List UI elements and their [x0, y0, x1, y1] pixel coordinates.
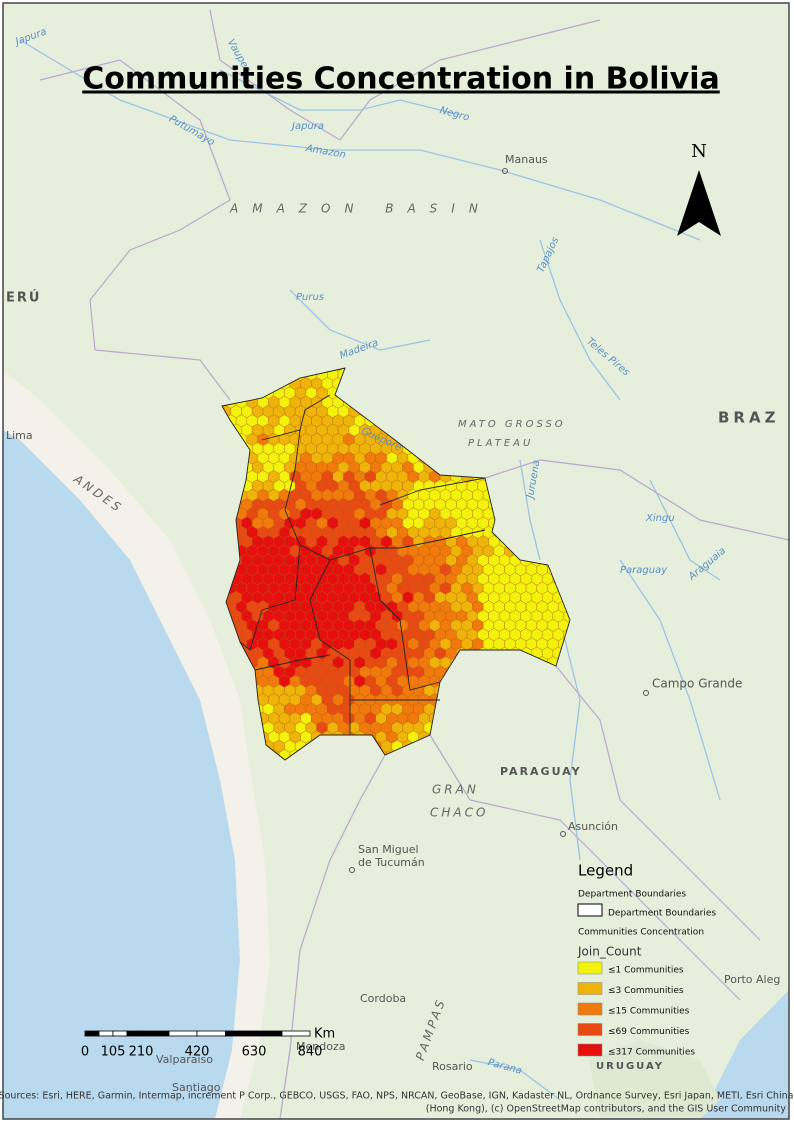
north-label: N	[691, 141, 707, 162]
legend-item: ≤1 Communities	[608, 966, 684, 976]
attribution: Sources: Esri, HERE, Garmin, Intermap, i…	[0, 1091, 793, 1102]
country-label: BRAZ	[718, 409, 779, 427]
region-label: CHACO	[430, 806, 488, 820]
attribution: (Hong Kong), (c) OpenStreetMap contribut…	[426, 1104, 787, 1115]
city-dot	[560, 831, 566, 837]
river-label: Paraguay	[620, 565, 668, 576]
scale-segment	[253, 1030, 283, 1037]
region-label: PLATEAU	[468, 438, 533, 449]
city-label: de Tucumán	[358, 856, 425, 869]
legend-field: Join_Count	[577, 945, 642, 959]
city-dot	[643, 690, 649, 696]
legend-item: ≤15 Communities	[608, 1007, 690, 1017]
scale-label: 210	[129, 1045, 154, 1060]
scale-segment	[281, 1030, 311, 1037]
scale-segment	[112, 1030, 128, 1037]
city-label: Mendoza	[296, 1040, 345, 1053]
legend-item: ≤3 Communities	[608, 986, 684, 996]
city-label: Asunción	[568, 820, 618, 833]
legend-title: Legend	[578, 862, 633, 880]
region-label: MATO GROSSO	[458, 419, 566, 430]
legend-swatch	[577, 903, 603, 917]
city-label: Manaus	[505, 153, 548, 166]
scale-unit: Km	[314, 1027, 335, 1042]
city-label: Cordoba	[360, 992, 406, 1005]
city-label: San Miguel	[358, 843, 419, 856]
legend-swatch	[577, 1002, 603, 1016]
city-label: Santiago	[172, 1081, 221, 1094]
region-label: GRAN	[432, 783, 479, 797]
department-boundaries	[221, 367, 571, 761]
river-label: Xingu	[645, 513, 675, 524]
scale-segment	[168, 1030, 198, 1037]
north-arrow: N	[677, 141, 721, 236]
country-label: PARAGUAY	[500, 765, 582, 778]
legend-layer: Communities Concentration	[578, 928, 704, 938]
legend-swatch	[577, 982, 603, 995]
scale-label: 105	[101, 1045, 126, 1060]
city-label: Porto Aleg	[724, 973, 780, 986]
scale-label: 420	[185, 1045, 210, 1060]
river-label: Purus	[296, 292, 324, 303]
city-label: Lima	[6, 429, 33, 442]
scale-segment	[126, 1030, 142, 1037]
map-title: Communities Concentration in Bolivia	[82, 62, 720, 97]
scale-label: 0	[81, 1045, 89, 1060]
legend-item: Department Boundaries	[608, 909, 716, 919]
scale-bar: Km 0 105 210 420 630 840	[81, 1027, 335, 1060]
legend-swatch	[577, 1023, 603, 1036]
country-label: ERÚ	[6, 290, 41, 306]
legend-swatch	[577, 1043, 603, 1057]
legend-item: ≤69 Communities	[608, 1027, 690, 1037]
legend-item: ≤317 Communities	[608, 1048, 695, 1058]
city-dot	[502, 168, 508, 174]
legend-swatch	[577, 961, 603, 975]
region-label: AMAZON BASIN	[229, 202, 492, 216]
scale-segment	[140, 1030, 170, 1037]
scale-segment	[225, 1030, 255, 1037]
city-label: Campo Grande	[652, 677, 742, 691]
scale-label: 630	[242, 1045, 267, 1060]
scale-segment	[196, 1030, 226, 1037]
city-label: Valparaiso	[156, 1053, 213, 1066]
scale-segment	[84, 1030, 100, 1037]
country-label: URUGUAY	[596, 1061, 664, 1072]
scale-label: 840	[298, 1045, 323, 1060]
city-dot	[349, 867, 355, 873]
legend: Legend Department Boundaries Department …	[577, 862, 716, 1058]
scale-segment	[98, 1030, 114, 1037]
river-label: Japura	[290, 121, 324, 132]
legend-layer: Department Boundaries	[578, 890, 686, 900]
city-label: Rosario	[432, 1060, 473, 1073]
